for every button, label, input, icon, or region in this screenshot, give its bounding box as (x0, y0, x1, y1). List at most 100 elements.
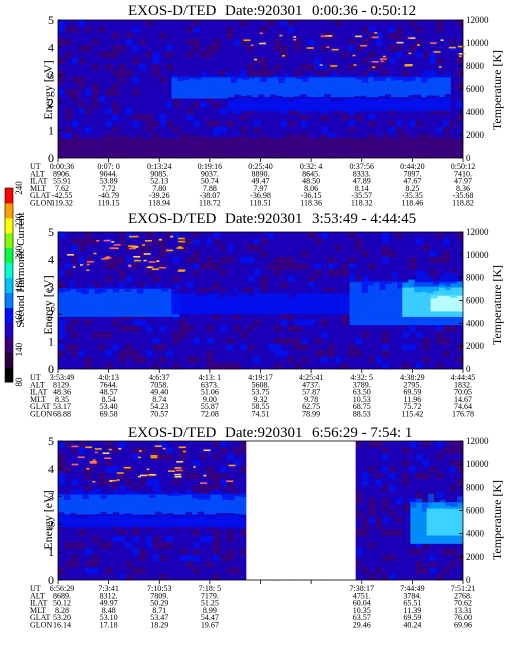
heatmap-cell (76, 514, 83, 518)
heatmap-cell (193, 529, 201, 537)
heatmap-cell (278, 76, 285, 84)
table-cell: 3784. (403, 591, 421, 600)
heatmap-cell (258, 94, 265, 99)
heatmap-cell (354, 96, 361, 99)
table-cell: 6373. (201, 380, 219, 389)
table-cell: 4737. (302, 380, 320, 389)
heatmap-cell (402, 344, 410, 351)
heatmap-hot-cell (72, 266, 76, 268)
colorbar-swatch (5, 292, 13, 308)
heatmap-cell (240, 447, 248, 454)
heatmap-cell (300, 94, 307, 99)
heatmap-cell (58, 319, 66, 326)
heatmap-cell (355, 337, 363, 345)
heatmap-cell (220, 362, 228, 370)
heatmap-cell (409, 45, 417, 52)
heatmap-cell (355, 244, 363, 251)
heatmap-cell (368, 497, 376, 505)
heatmap-cell (422, 472, 430, 480)
heatmap-cell (355, 548, 363, 556)
table-row-label: UT (30, 162, 41, 171)
heatmap-cell (220, 269, 228, 276)
heatmap-band (430, 295, 463, 312)
heatmap-cell (213, 453, 221, 461)
heatmap-cell (159, 356, 167, 364)
heatmap-cell (88, 489, 95, 495)
heatmap-cell (314, 238, 322, 245)
heatmap-cell (78, 45, 86, 52)
heatmap-cell (443, 294, 451, 297)
heatmap-cell (375, 478, 383, 486)
table-cell: 8890. (252, 169, 270, 178)
heatmap-hot-cell (320, 35, 328, 38)
heatmap-hot-cell (129, 235, 137, 238)
table-cell: 7:10:53 (147, 584, 171, 593)
heatmap-cell (409, 138, 416, 140)
heatmap-cell (64, 466, 72, 473)
heatmap-cell (321, 126, 329, 134)
heatmap-cell (301, 250, 309, 258)
y2-tick-label: 12000 (466, 227, 489, 237)
heatmap-cell (132, 453, 140, 461)
heatmap-cell (254, 291, 261, 294)
heatmap-hot-cell (353, 64, 357, 66)
heatmap-cell (230, 76, 238, 83)
heatmap-cell (403, 281, 410, 284)
heatmap-cell (301, 263, 309, 270)
heatmap-cell (444, 93, 452, 99)
heatmap-cell (71, 57, 79, 65)
heatmap-cell (287, 120, 295, 127)
heatmap-cell (409, 76, 416, 81)
heatmap-cell (307, 281, 315, 289)
heatmap-cell (402, 97, 410, 101)
heatmap-cell (361, 57, 369, 65)
heatmap-cell (58, 20, 66, 27)
heatmap-cell (152, 542, 160, 549)
heatmap-cell (348, 350, 356, 357)
heatmap-cell (206, 256, 214, 264)
heatmap-cell (224, 72, 232, 78)
heatmap-cell (132, 447, 140, 454)
heatmap-cell (415, 270, 422, 283)
heatmap-cell (395, 26, 403, 33)
heatmap-cell (177, 138, 184, 145)
heatmap-cell (213, 441, 221, 448)
heatmap-cell (64, 325, 72, 332)
y-tick-label: 4 (48, 462, 54, 476)
colorbar-tick-label: 140 (14, 342, 24, 356)
heatmap-cell (382, 485, 390, 492)
heatmap-cell (388, 126, 396, 134)
heatmap-cell (226, 120, 234, 127)
heatmap-cell (213, 529, 221, 537)
table-cell: -38.07 (200, 191, 221, 200)
heatmap-cell (436, 232, 444, 239)
table-cell: 10.53 (353, 395, 371, 404)
heatmap-cell (260, 275, 268, 283)
heatmap-cell (118, 493, 126, 496)
heatmap-cell (450, 507, 458, 510)
table-row-label: GLAT (30, 613, 51, 622)
y2-tick-label: 8000 (466, 273, 485, 283)
heatmap-cell (294, 325, 302, 332)
heatmap-cell (328, 256, 336, 264)
heatmap-cell (247, 288, 255, 295)
heatmap-cell (433, 136, 440, 140)
heatmap-cell (321, 70, 329, 77)
table-cell: 60.04 (353, 599, 371, 608)
heatmap-cell (179, 319, 187, 326)
heatmap-cell (421, 135, 428, 140)
heatmap-cell (130, 287, 138, 290)
table-cell: 9085. (150, 169, 168, 178)
heatmap-cell (64, 542, 72, 549)
heatmap-cell (226, 554, 234, 562)
heatmap-cell (274, 63, 282, 71)
heatmap-cell (220, 447, 228, 454)
heatmap-cell (159, 138, 166, 141)
y-tick-label: 0 (48, 362, 54, 376)
heatmap-cell (388, 529, 396, 537)
table-cell: 4:32: 5 (351, 373, 373, 382)
heatmap-cell (98, 95, 106, 102)
heatmap-cell (145, 120, 153, 127)
heatmap-cell (415, 491, 423, 499)
